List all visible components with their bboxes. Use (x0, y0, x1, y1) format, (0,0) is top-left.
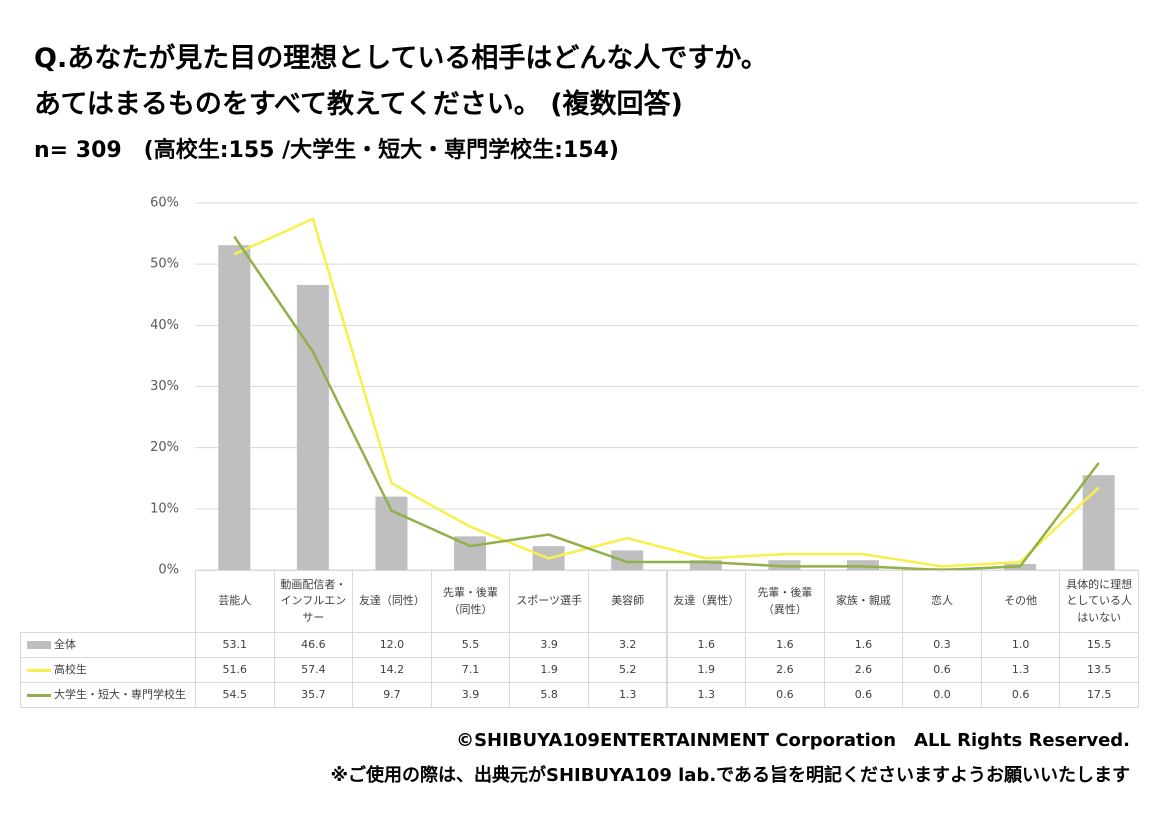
legend-cell: 全体 (20, 632, 196, 658)
legend-cell: 高校生 (20, 657, 196, 683)
source-note: ※ご使用の際は、出典元がSHIBUYA109 lab.である旨を明記くださいます… (330, 765, 1131, 786)
table-value: 0.6 (745, 682, 825, 708)
table-value: 0.3 (902, 632, 982, 658)
bar (296, 284, 329, 570)
category-label: 美容師 (587, 570, 668, 633)
table-value: 0.6 (902, 657, 982, 683)
table-value: 51.6 (195, 657, 275, 683)
legend-swatch (27, 668, 51, 672)
bar (218, 245, 251, 570)
category-label: その他 (980, 570, 1061, 633)
copyright: ©SHIBUYA109ENTERTAINMENT Corporation ALL… (456, 730, 1130, 751)
y-tick-label: 0% (158, 563, 179, 578)
legend-label: 全体 (54, 637, 76, 651)
y-tick-label: 20% (150, 440, 179, 455)
table-value: 46.6 (273, 632, 354, 658)
table-value: 3.9 (509, 632, 589, 658)
table-value: 14.2 (352, 657, 432, 683)
table-value: 12.0 (352, 632, 432, 658)
legend-swatch (27, 641, 51, 649)
table-value: 3.9 (430, 682, 511, 708)
title-line: あてはまるものをすべて教えてください。 (複数回答) (34, 89, 683, 120)
table-value: 0.6 (823, 682, 904, 708)
table-value: 1.6 (666, 632, 747, 658)
y-tick-label: 30% (150, 379, 179, 394)
table-value: 1.3 (587, 682, 668, 708)
table-value: 3.2 (587, 632, 668, 658)
legend-swatch (27, 693, 51, 697)
table-value: 1.6 (745, 632, 825, 658)
category-label: 先輩・後輩（同性） (430, 570, 511, 633)
legend-cell: 大学生・短大・専門学校生 (20, 682, 196, 708)
legend-label: 高校生 (54, 662, 87, 676)
table-value: 2.6 (745, 657, 825, 683)
bar (689, 560, 722, 570)
category-label: 家族・親戚 (823, 570, 904, 633)
bar (375, 496, 408, 570)
category-label: 芸能人 (195, 570, 275, 633)
table-value: 53.1 (195, 632, 275, 658)
table-value: 15.5 (1059, 632, 1139, 658)
table-value: 0.0 (902, 682, 982, 708)
category-label: スポーツ選手 (509, 570, 589, 633)
table-value: 57.4 (273, 657, 354, 683)
table-value: 13.5 (1059, 657, 1139, 683)
y-tick-label: 10% (150, 501, 179, 516)
y-tick-label: 40% (150, 318, 179, 333)
category-label: 友達（異性） (666, 570, 747, 633)
table-value: 35.7 (273, 682, 354, 708)
legend-label: 大学生・短大・専門学校生 (54, 687, 186, 701)
table-value: 7.1 (430, 657, 511, 683)
table-value: 9.7 (352, 682, 432, 708)
table-value: 0.6 (980, 682, 1061, 708)
category-label: 恋人 (902, 570, 982, 633)
bar (611, 550, 644, 570)
table-value: 1.9 (666, 657, 747, 683)
table-value: 5.5 (430, 632, 511, 658)
y-tick-label: 50% (150, 257, 179, 272)
category-label: 先輩・後輩（異性） (745, 570, 825, 633)
line-series (233, 235, 1100, 572)
table-value: 5.8 (509, 682, 589, 708)
table-value: 2.6 (823, 657, 904, 683)
category-label: 具体的に理想としている人はいない (1059, 570, 1139, 633)
subtitle: n= 309 (高校生:155 /大学生・短大・専門学校生:154) (34, 138, 619, 163)
category-label: 友達（同性） (352, 570, 432, 633)
line-series (233, 217, 1100, 568)
table-value: 1.9 (509, 657, 589, 683)
y-tick-label: 60% (150, 196, 179, 211)
table-value: 1.3 (980, 657, 1061, 683)
table-value: 17.5 (1059, 682, 1139, 708)
table-value: 1.6 (823, 632, 904, 658)
category-label: 動画配信者・インフルエンサー (273, 570, 354, 633)
title-line: Q.あなたが見た目の理想としている相手はどんな人ですか。 (34, 43, 768, 74)
table-value: 54.5 (195, 682, 275, 708)
table-value: 1.3 (666, 682, 747, 708)
table-value: 1.0 (980, 632, 1061, 658)
table-value: 5.2 (587, 657, 668, 683)
bar (1082, 475, 1115, 570)
